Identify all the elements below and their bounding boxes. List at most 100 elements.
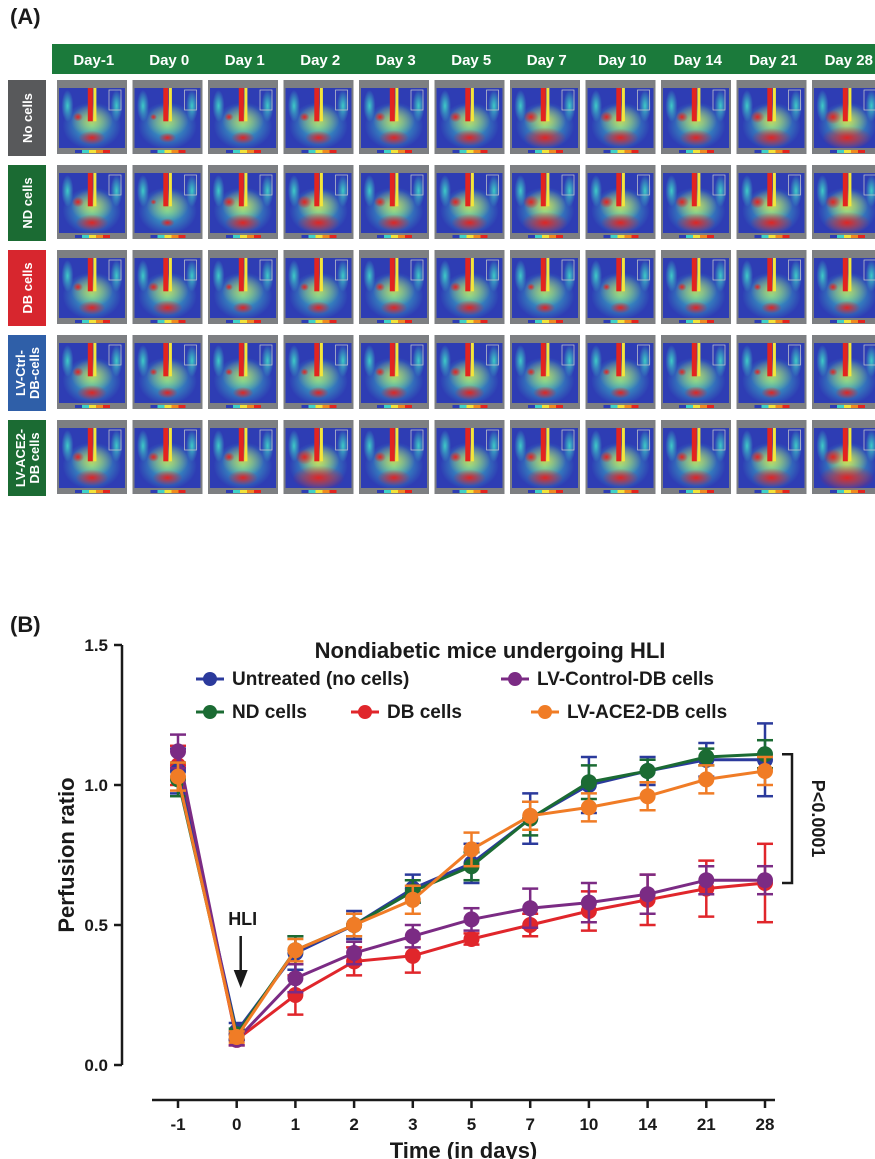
perfusion-image-tile (736, 250, 807, 324)
perfusion-image-tile (510, 335, 580, 409)
day-header-label: Day 3 (376, 52, 416, 69)
x-tick-label: 14 (638, 1115, 657, 1134)
data-point (522, 807, 539, 824)
row-label-text: DB cells (27, 432, 42, 483)
perfusion-image-tile (359, 250, 429, 324)
perfusion-image-tile (434, 80, 505, 154)
legend-marker (358, 705, 372, 719)
row-label-text: DB cells (20, 262, 35, 313)
perfusion-image-tile (208, 165, 278, 239)
day-header-label: Day 14 (674, 52, 723, 69)
x-tick-label: -1 (170, 1115, 185, 1134)
perfusion-image-tile (661, 420, 731, 494)
legend-marker (203, 705, 217, 719)
legend-marker (203, 672, 217, 686)
y-tick-label: 1.5 (84, 636, 108, 655)
data-point (639, 763, 656, 779)
panel-b-label: (B) (10, 612, 41, 637)
perfusion-image-tile (132, 165, 203, 239)
day-header-label: Day 1 (225, 52, 265, 69)
perfusion-image-tile (661, 80, 731, 154)
perfusion-image-tile (208, 80, 278, 154)
row-label: ND cells (8, 165, 46, 241)
perfusion-image-tile (57, 165, 127, 239)
y-tick-label: 0.5 (84, 916, 108, 935)
data-point (580, 799, 597, 816)
day-header-label: Day-1 (73, 52, 114, 69)
data-point (463, 911, 480, 928)
perfusion-image-tile (736, 335, 807, 409)
data-point (287, 970, 304, 987)
row-label: No cells (8, 80, 46, 156)
data-point (346, 945, 363, 961)
series-lv-ace2-db-cells (170, 755, 773, 1045)
data-point (698, 749, 715, 765)
p-value-annotation: P<0.0001 (808, 780, 828, 858)
perfusion-image-tile (359, 420, 429, 494)
y-axis-title: Perfusion ratio (54, 777, 79, 932)
legend-label: LV-Control-DB cells (537, 669, 714, 690)
perfusion-image-tile (661, 335, 731, 409)
day-header-label: Day 5 (451, 52, 491, 69)
x-axis-title: Time (in days) (390, 1138, 538, 1159)
perfusion-image-tile (208, 335, 278, 409)
row-label: LV-Ctrl- DB-cells (8, 335, 46, 411)
data-point (522, 900, 539, 917)
data-point (404, 947, 421, 964)
perfusion-image-tile (812, 335, 875, 409)
day-header-label: Day 10 (598, 52, 646, 69)
data-point (404, 928, 421, 945)
perfusion-line-chart: 0.0 0.5 1.0 1.5 -1 0 1 2 3 5 7 10 14 21 28 Time (in day… (54, 636, 828, 1159)
legend-label: ND cells (232, 702, 307, 723)
perfusion-image-tile (132, 420, 203, 494)
data-point (170, 768, 186, 785)
perfusion-image-tile (510, 420, 580, 494)
y-tick-label: 1.0 (84, 776, 108, 795)
day-header-label: Day 28 (825, 52, 873, 69)
series-untreated-no-cells- (170, 722, 773, 1042)
perfusion-image-tile (283, 335, 354, 409)
perfusion-image-tile (283, 165, 354, 239)
data-point (580, 774, 597, 791)
data-point (170, 743, 186, 760)
data-point (228, 1029, 245, 1045)
perfusion-image-tile (208, 250, 278, 324)
data-point (580, 894, 597, 911)
legend-item: ND cells (196, 702, 307, 723)
x-tick-label: 21 (697, 1115, 716, 1134)
x-tick-label: 2 (349, 1115, 358, 1134)
significance-bracket (782, 752, 794, 885)
data-point (346, 917, 363, 933)
perfusion-image-tile (57, 80, 127, 154)
perfusion-image-tile (736, 420, 807, 494)
legend-item: LV-ACE2-DB cells (531, 702, 727, 723)
perfusion-image-tile (359, 165, 429, 239)
data-point (698, 872, 715, 889)
x-tick-label: 0 (232, 1115, 241, 1134)
perfusion-image-tile (812, 250, 875, 324)
perfusion-image-tile (132, 335, 203, 409)
perfusion-image-tile (283, 420, 354, 494)
perfusion-image-tile (812, 165, 875, 239)
perfusion-image-tile (434, 335, 505, 409)
series-line (176, 765, 766, 1043)
x-tick-label: 7 (525, 1115, 534, 1134)
perfusion-image-tile (585, 335, 656, 409)
perfusion-image-tile (585, 80, 656, 154)
perfusion-image-tile (812, 80, 875, 154)
data-point (404, 891, 421, 908)
row-label-text: LV-ACE2- (13, 429, 28, 487)
row-label-text: DB-cells (27, 347, 42, 399)
perfusion-image-tile (661, 250, 731, 324)
perfusion-image-tile (812, 420, 875, 494)
panel-a-label: (A) (10, 4, 41, 29)
data-point (287, 942, 304, 959)
hli-arrow-head (233, 970, 248, 988)
data-point (698, 771, 715, 788)
row-label-text: ND cells (20, 177, 35, 228)
legend-item: LV-Control-DB cells (501, 669, 714, 690)
perfusion-image-tile (132, 80, 203, 154)
series-lv-control-db-cells (170, 733, 773, 1048)
row-label-text: No cells (20, 93, 35, 143)
perfusion-image-tile (359, 80, 429, 154)
